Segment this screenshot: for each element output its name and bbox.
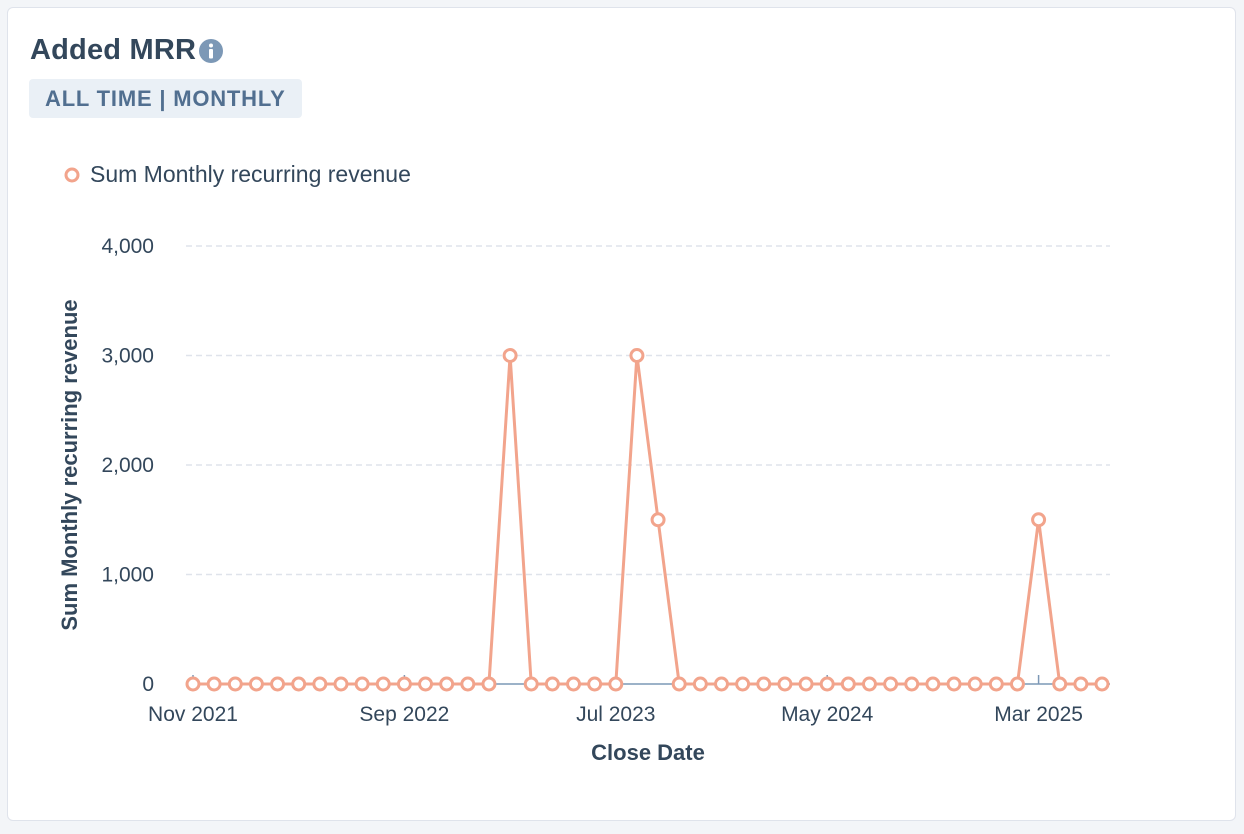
data-point[interactable] (967, 676, 983, 692)
data-point[interactable] (502, 348, 518, 363)
data-point[interactable] (523, 676, 539, 692)
data-point[interactable] (608, 676, 624, 692)
chart-legend[interactable]: Sum Monthly recurring revenue (64, 161, 411, 188)
data-point[interactable] (1052, 676, 1068, 692)
data-point[interactable] (1073, 676, 1089, 692)
data-point[interactable] (650, 512, 666, 528)
y-tick-label: 1,000 (101, 564, 154, 587)
data-point[interactable] (904, 676, 920, 692)
data-point[interactable] (629, 348, 645, 363)
data-point[interactable] (481, 676, 497, 692)
series-line (193, 355, 1102, 686)
data-point[interactable] (439, 676, 455, 692)
data-point[interactable] (756, 676, 772, 692)
data-point[interactable] (1031, 512, 1047, 528)
data-point[interactable] (185, 676, 201, 692)
x-axis-title: Close Date (591, 740, 705, 765)
data-point[interactable] (1094, 676, 1110, 692)
data-point[interactable] (1009, 676, 1025, 692)
x-tick-label: Nov 2021 (148, 703, 238, 726)
info-icon[interactable] (199, 38, 224, 63)
data-point[interactable] (227, 676, 243, 692)
data-point[interactable] (396, 676, 412, 692)
data-point[interactable] (883, 676, 899, 692)
data-point[interactable] (946, 676, 962, 692)
x-axis-ticks: Nov 2021 Sep 2022 Jul 2023 May 2024 Mar 2025 (148, 675, 1083, 726)
data-point[interactable] (840, 676, 856, 692)
data-point[interactable] (418, 676, 434, 692)
x-tick-label: Mar 2025 (994, 703, 1083, 726)
data-point[interactable] (988, 676, 1004, 692)
data-point[interactable] (270, 676, 286, 692)
title-row: Added MRR (30, 34, 224, 67)
data-point[interactable] (544, 676, 560, 692)
data-point[interactable] (671, 676, 687, 692)
y-tick-label: 2,000 (101, 454, 154, 477)
grid-lines (186, 245, 1110, 576)
data-point[interactable] (312, 676, 328, 692)
data-point[interactable] (798, 676, 814, 692)
data-point[interactable] (566, 676, 582, 692)
data-point[interactable] (925, 676, 941, 692)
data-point[interactable] (460, 676, 476, 692)
card-title: Added MRR (30, 34, 197, 66)
x-tick-label: Jul 2023 (576, 703, 655, 726)
data-point[interactable] (692, 676, 708, 692)
data-point[interactable] (713, 676, 729, 692)
data-point[interactable] (248, 676, 264, 692)
data-point[interactable] (375, 676, 391, 692)
data-point[interactable] (587, 676, 603, 692)
y-tick-label: 0 (142, 673, 154, 696)
date-range-badge[interactable]: ALL TIME | MONTHLY (29, 79, 302, 118)
y-axis-title: Sum Monthly recurring revenue (57, 299, 82, 630)
y-axis-ticks: 0 1,000 2,000 3,000 4,000 (101, 235, 154, 696)
x-tick-label: Sep 2022 (359, 703, 449, 726)
y-tick-label: 3,000 (101, 345, 154, 368)
legend-label: Sum Monthly recurring revenue (90, 161, 411, 187)
data-point[interactable] (354, 676, 370, 692)
series-line-path (193, 355, 1102, 686)
data-point[interactable] (861, 676, 877, 692)
data-point[interactable] (206, 676, 222, 692)
y-tick-label: 4,000 (101, 235, 154, 258)
data-point[interactable] (333, 676, 349, 692)
x-tick-label: May 2024 (781, 703, 874, 726)
legend-marker-icon (64, 167, 80, 182)
data-point[interactable] (291, 676, 307, 692)
data-point[interactable] (819, 676, 835, 692)
series-points (185, 348, 1110, 692)
data-point[interactable] (777, 676, 793, 692)
data-point[interactable] (735, 676, 751, 692)
